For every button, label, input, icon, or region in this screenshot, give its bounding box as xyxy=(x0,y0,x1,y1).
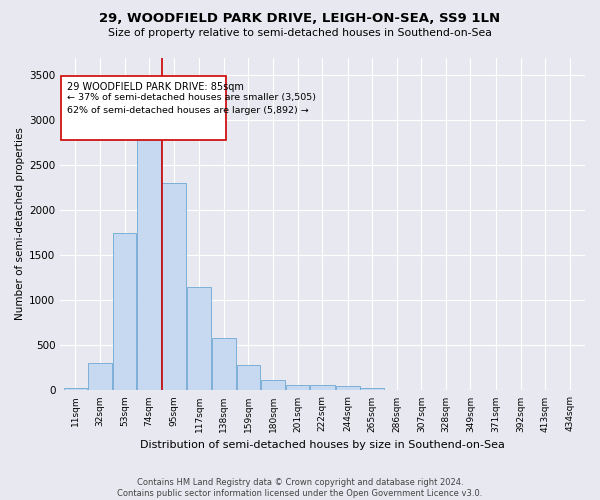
Bar xyxy=(64,388,88,390)
X-axis label: Distribution of semi-detached houses by size in Southend-on-Sea: Distribution of semi-detached houses by … xyxy=(140,440,505,450)
Text: 62% of semi-detached houses are larger (5,892) →: 62% of semi-detached houses are larger (… xyxy=(67,106,309,115)
Bar xyxy=(336,386,359,390)
Bar xyxy=(310,386,335,390)
Bar xyxy=(137,76,161,390)
Bar xyxy=(161,184,186,390)
Text: Contains HM Land Registry data © Crown copyright and database right 2024.
Contai: Contains HM Land Registry data © Crown c… xyxy=(118,478,482,498)
Bar xyxy=(113,233,136,390)
Bar xyxy=(286,385,310,390)
Text: 29 WOODFIELD PARK DRIVE: 85sqm: 29 WOODFIELD PARK DRIVE: 85sqm xyxy=(67,82,244,92)
Bar xyxy=(88,362,112,390)
Bar xyxy=(361,388,384,390)
Text: Size of property relative to semi-detached houses in Southend-on-Sea: Size of property relative to semi-detach… xyxy=(108,28,492,38)
Bar xyxy=(187,287,211,391)
FancyBboxPatch shape xyxy=(61,76,226,140)
Bar xyxy=(236,365,260,390)
Bar xyxy=(261,380,285,390)
Text: 29, WOODFIELD PARK DRIVE, LEIGH-ON-SEA, SS9 1LN: 29, WOODFIELD PARK DRIVE, LEIGH-ON-SEA, … xyxy=(100,12,500,26)
Text: ← 37% of semi-detached houses are smaller (3,505): ← 37% of semi-detached houses are smalle… xyxy=(67,94,316,102)
Y-axis label: Number of semi-detached properties: Number of semi-detached properties xyxy=(15,128,25,320)
Bar xyxy=(212,338,236,390)
